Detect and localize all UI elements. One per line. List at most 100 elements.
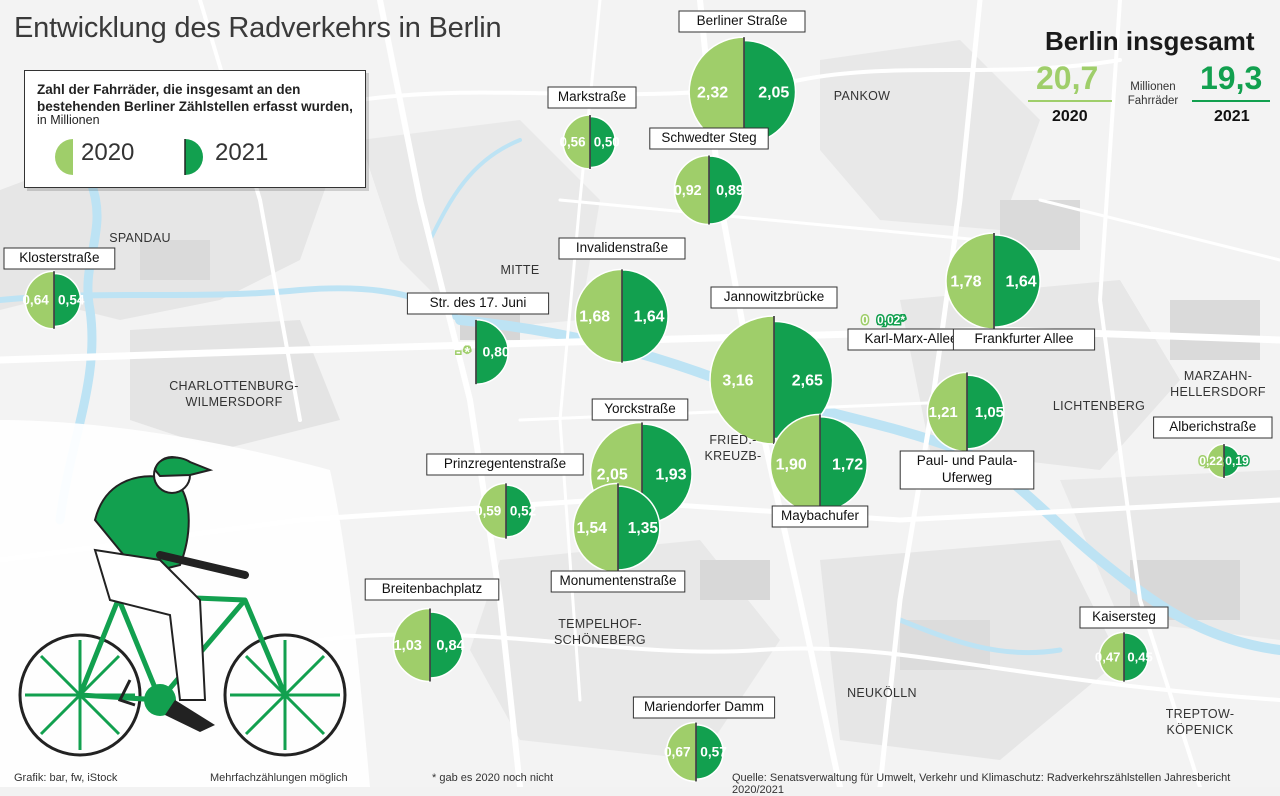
- station-marker: 0,64 0,54: [22, 270, 85, 330]
- value-2021: 1,72: [832, 456, 863, 473]
- station-marker: 0,67 0,57: [664, 721, 727, 783]
- total-2020-rule: [1028, 100, 1112, 102]
- value-2020: 2,05: [597, 466, 628, 483]
- station-label-box: [649, 127, 769, 150]
- value-2020: 1,68: [579, 308, 610, 325]
- station-label: Monumentenstraße: [550, 570, 686, 593]
- footer-multiple-counts: Mehrfachzählungen möglich: [210, 772, 348, 784]
- station-marker: 1,21 1,05: [926, 371, 1005, 453]
- footer-note: * gab es 2020 noch nicht: [432, 772, 554, 784]
- station-label: Breitenbachplatz: [364, 578, 500, 601]
- station-label: Schwedter Steg: [649, 127, 769, 150]
- station-label-box: [426, 453, 584, 476]
- half-circle-2021: [993, 234, 1041, 328]
- district-label: TEMPELHOF- SCHÖNEBERG: [554, 617, 646, 647]
- station-name: Jannowitzbrücke: [724, 289, 825, 304]
- station-name: Mariendorfer Damm: [644, 699, 764, 714]
- total-2021-value: 19,3: [1200, 60, 1263, 96]
- value-2021: 1,64: [634, 308, 665, 325]
- half-circle-2021: [695, 724, 724, 780]
- cyclist-illustration: [18, 456, 347, 757]
- half-circle-2021: [1123, 632, 1149, 682]
- value-2021: 0,57: [700, 745, 727, 760]
- station-name: Berliner Straße: [697, 13, 788, 28]
- total-2021-label: 2021: [1214, 108, 1250, 125]
- station-label: Invalidenstraße: [558, 237, 686, 260]
- station-name: Kaisersteg: [1092, 609, 1156, 624]
- half-circle-2020: [665, 721, 697, 783]
- half-circle-2020: [673, 154, 710, 226]
- value-2021: 0,50: [594, 134, 620, 149]
- page-title: Entwicklung des Radverkehrs in Berlin: [14, 12, 502, 44]
- value-2020: 0,47: [1095, 649, 1120, 664]
- station-label: Paul- und Paula- Uferweg: [899, 450, 1035, 490]
- value-2020: 0,59: [475, 503, 501, 518]
- legend-year-2020: 2020: [81, 139, 135, 166]
- half-circle-2021: [505, 484, 533, 538]
- station-label-box: [952, 328, 1096, 351]
- half-circle-2020: [477, 482, 507, 540]
- station-label: Mariendorfer Damm: [632, 696, 776, 719]
- station-label-box: [547, 86, 637, 109]
- value-2021: 0,19: [1225, 454, 1249, 468]
- station-marker: 1,90 1,72: [769, 413, 868, 515]
- value-2020: 0,92: [674, 183, 702, 199]
- district-label: SPANDAU: [109, 231, 171, 245]
- station-name: Yorckstraße: [604, 401, 676, 416]
- station-marker: 3,16 2,65: [709, 315, 834, 445]
- station-marker: 0,56 0,50: [560, 114, 620, 170]
- station-marker: 0,59 0,52: [475, 482, 536, 540]
- value-2021: 0,80: [482, 344, 509, 360]
- half-circle-2020: [1098, 631, 1125, 683]
- station-label: Klosterstraße: [3, 247, 116, 270]
- station-label: Yorckstraße: [591, 398, 689, 421]
- station-label-box: [710, 286, 838, 309]
- district-label: PANKOW: [833, 89, 891, 103]
- legend-box: Zahl der Fahrräder, die insgesamt an den…: [24, 70, 366, 188]
- value-2021: 0,84: [436, 638, 465, 654]
- station-label: Prinzregentenstraße: [426, 453, 584, 476]
- half-circle-2021: [429, 611, 464, 679]
- stations-layer: 2,32 2,05 Berliner Straße 0,56 0,50 Markstraß…: [3, 10, 1273, 783]
- station-name: Alberichstraße: [1169, 419, 1256, 434]
- half-circle-2021: [708, 155, 744, 225]
- station-name: Uferweg: [942, 470, 992, 485]
- half-circle-2020: [945, 232, 995, 330]
- station-label: Maybachufer: [771, 505, 869, 528]
- half-circle-2021: [1223, 444, 1241, 478]
- value-2021: 0,02*: [877, 313, 905, 327]
- legend-text: Zahl der Fahrräder, die insgesamt an den…: [37, 82, 353, 114]
- footer-source: Quelle: Senatsverwaltung für Umwelt, Ver…: [732, 772, 1231, 796]
- station-marker: 1,03 0,84: [392, 607, 466, 683]
- total-2020-value: 20,7: [1036, 60, 1099, 96]
- half-circle-2020: [562, 114, 591, 170]
- value-2021: 0,54: [58, 293, 85, 308]
- value-2020: - *: [456, 344, 471, 360]
- station-label: Markstraße: [547, 86, 637, 109]
- station-name: Schwedter Steg: [661, 130, 756, 145]
- station-name: Str. des 17. Juni: [430, 295, 527, 310]
- station-name: Markstraße: [558, 89, 626, 104]
- value-2021: 1,93: [655, 466, 686, 483]
- value-2021: 0,89: [716, 183, 744, 199]
- legend-half-light-icon: [55, 139, 73, 175]
- station-marker: 0,47 0,45: [1095, 631, 1153, 683]
- station-name: Paul- und Paula-: [917, 453, 1018, 468]
- district-label: FRIED.- KREUZB-: [704, 433, 762, 463]
- value-2020: 0,64: [22, 293, 49, 308]
- station-marker: 0 0,02*: [860, 312, 907, 329]
- station-name: Breitenbachplatz: [382, 581, 483, 596]
- station-label-box: [1079, 606, 1169, 629]
- station-label-box: [632, 696, 776, 719]
- half-circle-2021: [589, 115, 617, 169]
- district-label: LICHTENBERG: [1052, 399, 1146, 413]
- station-marker: 1,68 1,64: [574, 268, 669, 364]
- total-2020-label: 2020: [1052, 108, 1088, 125]
- value-2021: 2,65: [792, 372, 823, 389]
- half-circle-2020: [24, 270, 55, 330]
- half-circle-2021: [617, 485, 661, 571]
- district-label: NEUKÖLLN: [847, 686, 917, 700]
- half-circle-2020: [709, 315, 775, 445]
- station-label-box: [364, 578, 500, 601]
